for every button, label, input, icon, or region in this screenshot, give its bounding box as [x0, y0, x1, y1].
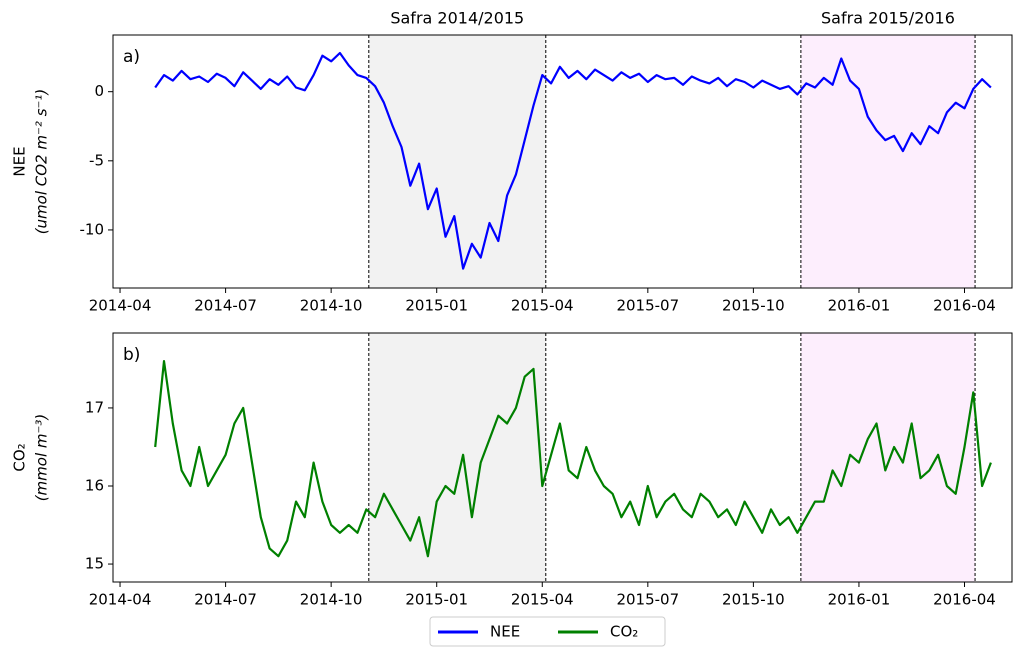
x-tick-label: 2014-07 — [194, 297, 257, 315]
x-tick-label: 2015-10 — [722, 591, 785, 609]
x-tick-label: 2014-04 — [89, 297, 152, 315]
legend: NEE CO₂ — [429, 616, 666, 647]
y-tick-label: 0 — [94, 82, 104, 100]
x-tick-label: 2016-01 — [828, 297, 891, 315]
x-tick-label: 2015-10 — [722, 297, 785, 315]
season-label: Safra 2015/2016 — [821, 9, 955, 28]
x-tick-label: 2014-10 — [300, 297, 363, 315]
legend-label: NEE — [490, 623, 520, 641]
x-tick-label: 2014-10 — [300, 591, 363, 609]
season-label: Safra 2014/2015 — [390, 9, 524, 28]
x-tick-label: 2014-04 — [89, 591, 152, 609]
x-tick-label: 2016-04 — [933, 591, 996, 609]
legend-box — [429, 616, 666, 647]
x-tick-label: 2015-07 — [616, 297, 679, 315]
y-tick-label: 15 — [85, 555, 104, 573]
season-span — [800, 333, 976, 582]
season-span — [368, 333, 546, 582]
y-tick-label: -5 — [89, 151, 104, 169]
y-axis-label: NEE — [11, 146, 29, 176]
panel-label: a) — [123, 47, 140, 67]
y-axis-label: (mmol m⁻³) — [33, 414, 51, 502]
x-tick-label: 2015-07 — [616, 591, 679, 609]
x-tick-label: 2015-04 — [511, 591, 574, 609]
y-tick-label: -10 — [80, 220, 105, 238]
season-span — [800, 35, 976, 288]
data-line — [154, 360, 992, 558]
axes-frame — [112, 34, 1013, 289]
y-tick-label: 17 — [85, 398, 104, 416]
y-axis-label: (umol CO2 m⁻² s⁻¹) — [33, 89, 51, 235]
data-line — [154, 51, 992, 270]
x-tick-label: 2015-04 — [511, 297, 574, 315]
x-tick-label: 2016-04 — [933, 297, 996, 315]
x-tick-label: 2014-07 — [194, 591, 257, 609]
season-span — [368, 35, 546, 288]
y-axis-label: CO₂ — [11, 443, 29, 471]
x-tick-label: 2015-01 — [405, 297, 468, 315]
panel-label: b) — [123, 345, 140, 365]
x-tick-label: 2016-01 — [828, 591, 891, 609]
legend-label: CO₂ — [610, 623, 638, 641]
y-tick-label: 16 — [85, 476, 104, 494]
axes-frame — [112, 332, 1013, 583]
x-tick-label: 2015-01 — [405, 591, 468, 609]
